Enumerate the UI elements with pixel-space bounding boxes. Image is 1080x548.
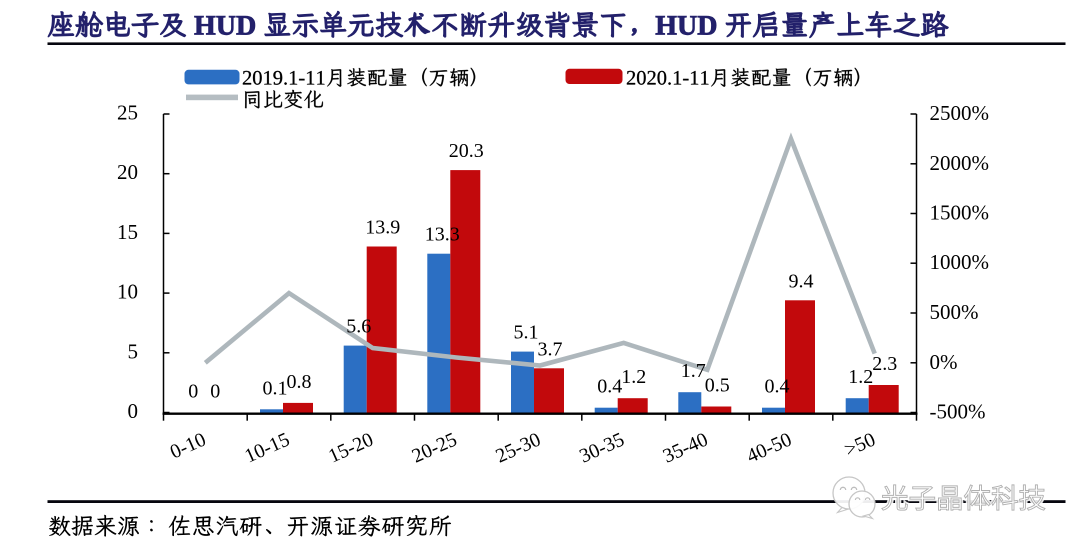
svg-text:0: 0 <box>210 381 220 403</box>
svg-text:1500%: 1500% <box>930 201 990 225</box>
svg-text:2000%: 2000% <box>930 151 990 175</box>
svg-text:1.2: 1.2 <box>621 366 646 388</box>
svg-text:9.4: 9.4 <box>789 270 814 292</box>
svg-text:0.1: 0.1 <box>263 377 288 399</box>
svg-text:0: 0 <box>188 381 198 403</box>
svg-text:0.5: 0.5 <box>705 375 730 397</box>
svg-text:0: 0 <box>128 399 139 423</box>
svg-text:1.7: 1.7 <box>681 360 706 382</box>
svg-text:3.7: 3.7 <box>538 338 563 360</box>
svg-text:0.4: 0.4 <box>765 376 790 398</box>
svg-text:20.3: 20.3 <box>449 140 484 162</box>
svg-text:0.8: 0.8 <box>287 371 312 393</box>
svg-text:20: 20 <box>117 160 138 184</box>
svg-text:13.9: 13.9 <box>365 217 400 239</box>
svg-text:2.3: 2.3 <box>872 353 897 375</box>
svg-text:-500%: -500% <box>930 400 986 424</box>
svg-text:5: 5 <box>128 339 139 363</box>
svg-text:0.4: 0.4 <box>597 376 622 398</box>
svg-text:500%: 500% <box>930 300 979 324</box>
svg-text:10: 10 <box>117 280 138 304</box>
svg-text:5.1: 5.1 <box>514 322 539 344</box>
svg-text:15: 15 <box>117 220 138 244</box>
svg-text:0%: 0% <box>930 350 958 374</box>
svg-text:25: 25 <box>117 101 138 125</box>
svg-text:5.6: 5.6 <box>346 316 371 338</box>
svg-text:2500%: 2500% <box>930 101 990 125</box>
svg-text:1.2: 1.2 <box>848 366 873 388</box>
svg-text:1000%: 1000% <box>930 250 990 274</box>
svg-text:13.3: 13.3 <box>425 224 460 246</box>
